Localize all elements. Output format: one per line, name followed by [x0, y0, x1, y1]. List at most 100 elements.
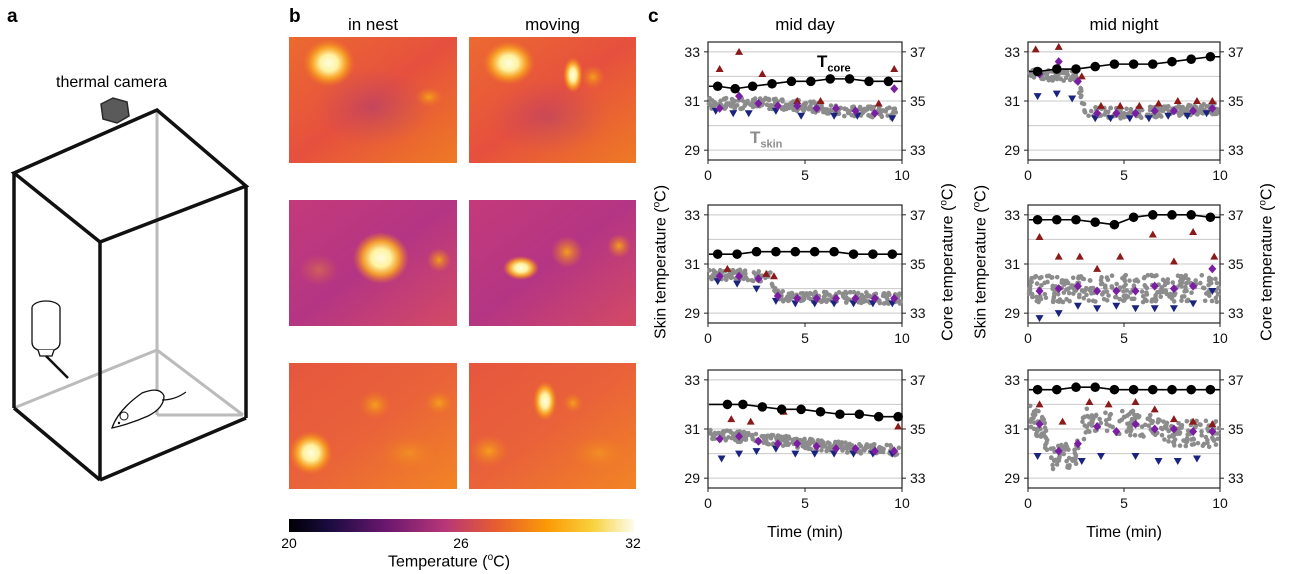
c-mid-night-1-skin-point [1088, 108, 1094, 114]
c-mid-day-1-skin-point [787, 105, 792, 111]
c-mid-night-2-ytick-left-label: 33 [1004, 207, 1020, 223]
c-mid-night-2-skin-point [1123, 272, 1129, 278]
c-mid-night-3-skin-point [1164, 423, 1169, 428]
c-mid-night-2-skin-point [1165, 280, 1171, 286]
c-mid-night-2-skin-point [1029, 279, 1034, 285]
c-mid-day-2-core-point [771, 246, 781, 257]
c-mid-day-1-skin-point [824, 110, 829, 116]
c-mid-day-3-skin-point [800, 441, 805, 446]
c-mid-night-3-skin-point [1073, 453, 1079, 459]
c-mid-night-1-core-point [1148, 59, 1158, 69]
c-mid-day-1-skin-point [781, 104, 786, 110]
c-mid-day-3-skin-point [726, 435, 731, 440]
c-mid-night-3-skin-point [1211, 438, 1217, 443]
c-mid-night-3-skin-point [1107, 416, 1112, 422]
c-mid-day-3-skin-point [808, 446, 814, 452]
c-mid-night-2-skin-point [1168, 291, 1173, 297]
c-mid-night-1-mean-marker [1054, 57, 1063, 67]
c-mid-night-1-min-marker [1164, 112, 1173, 120]
c-mid-day-3-mean-marker [715, 434, 724, 444]
c-mid-day-3-core-point [722, 399, 733, 410]
c-mid-day-1-skin-point [706, 101, 712, 107]
c-mid-night-3-xtick-label: 0 [1024, 495, 1032, 511]
c-mid-night-2-min-marker [1169, 305, 1178, 313]
c-mid-night-2-mean-marker [1150, 281, 1159, 291]
c-mid-day-2-skin-point [819, 298, 825, 304]
c-mid-night-2-core-point [1128, 212, 1139, 223]
c-mid-day-2-skin-point [785, 298, 791, 304]
c-mid-day-1-skin-point [885, 113, 890, 118]
c-mid-day-3-core-point [854, 409, 865, 420]
c-mid-day-1-skin-point [828, 107, 833, 113]
c-mid-night-1-skin-point [1064, 68, 1070, 74]
colorbar-label: Temperature (oC) [388, 552, 511, 571]
c-mid-night-3-skin-point [1195, 440, 1201, 446]
c-mid-night-2-skin-point [1128, 290, 1133, 295]
col-title-mid-night: mid night [1089, 15, 1159, 34]
c-mid-day-1-skin-point [801, 107, 806, 113]
c-mid-night-2-skin-point [1064, 296, 1069, 302]
c-mid-day-3-skin-point [845, 450, 850, 455]
c-mid-night-2-xtick-label: 10 [1212, 330, 1228, 346]
c-mid-night-2-skin-point [1153, 295, 1158, 301]
c-mid-day-3-min-marker [752, 448, 761, 456]
c-mid-day-2-mean-marker [715, 271, 724, 281]
c-mid-night-2-skin-point [1098, 281, 1104, 287]
c-mid-night-3-skin-point [1117, 418, 1122, 424]
c-mid-night-2-skin-point [1202, 298, 1208, 304]
c-mid-night-2-skin-point [1101, 289, 1107, 295]
c-mid-night-3-max-marker [1169, 415, 1178, 423]
c-mid-night-2-skin-point [1183, 273, 1189, 278]
c-mid-day-2-skin-point [897, 291, 902, 296]
c-mid-day-2-skin-point [877, 300, 883, 306]
c-mid-night-1-skin-point [1103, 109, 1109, 115]
c-mid-night-3-skin-point [1184, 418, 1190, 424]
c-mid-night-1-max-marker [1173, 97, 1182, 104]
c-mid-night-1-skin-point [1078, 88, 1084, 93]
c-mid-day-3-mean-marker [793, 439, 802, 449]
c-mid-night-1-core-point [1167, 56, 1177, 67]
c-mid-day-2-core-point [848, 249, 859, 259]
c-mid-day-3-skin-point [783, 437, 788, 442]
c-mid-night-1-min-marker [1106, 115, 1115, 123]
c-mid-day-3-skin-point [807, 436, 813, 442]
mouse-icon [111, 389, 187, 429]
c-mid-night-2-min-marker [1073, 302, 1082, 310]
c-mid-night-2-skin-point [1123, 293, 1129, 298]
c-mid-night-3-skin-point [1183, 443, 1189, 449]
c-mid-night-3-skin-point [1066, 455, 1072, 461]
c-mid-day-1-skin-point [868, 114, 873, 119]
c-mid-night-1-xtick-label: 5 [1120, 167, 1128, 183]
c-mid-night-2-skin-point [1163, 288, 1168, 293]
c-mid-night-2-min-marker [1131, 305, 1140, 313]
c-mid-day-3-mean-marker [890, 446, 899, 456]
c-mid-night-1-skin-point [1061, 78, 1066, 83]
c-mid-day-1-ytick-right-label: 33 [910, 142, 926, 158]
c-mid-day-3-max-marker [746, 417, 755, 425]
c-mid-day-3-mean-marker [851, 444, 860, 454]
c-mid-day-3-ytick-left-label: 29 [684, 470, 700, 486]
c-mid-night-3-core-point [1071, 382, 1081, 393]
c-mid-day-1-mean-marker [832, 103, 841, 113]
c-mid-night-3-min-marker [1173, 457, 1182, 465]
c-mid-night-1-skin-point [1184, 106, 1190, 112]
c-mid-night-2-skin-point [1131, 283, 1137, 288]
c-mid-night-1-core-point [1205, 51, 1216, 62]
c-mid-night-2-max-marker [1169, 257, 1178, 265]
c-mid-night-3-skin-point [1073, 461, 1079, 467]
c-mid-day-1-core-point [806, 76, 816, 87]
c-mid-day-2-skin-point [898, 299, 904, 304]
c-mid-day-2-skin-point [737, 268, 743, 273]
c-mid-night-3-skin-point [1215, 431, 1221, 436]
c-mid-day-2-skin-point [821, 294, 827, 300]
c-mid-night-1-max-marker [1077, 72, 1086, 80]
c-mid-night-3-core-point [1052, 384, 1062, 395]
c-mid-night-2-min-marker [1208, 288, 1217, 296]
c-mid-night-2-skin-point [1034, 281, 1040, 286]
c-mid-day-1-min-marker [888, 115, 897, 123]
c-mid-night-3-skin-point [1179, 425, 1184, 430]
c-mid-night-3-skin-point [1183, 439, 1189, 444]
c-mid-night-2-skin-point [1203, 291, 1209, 296]
c-mid-day-2-skin-point [756, 269, 762, 274]
c-mid-night-2-skin-point [1049, 275, 1055, 280]
